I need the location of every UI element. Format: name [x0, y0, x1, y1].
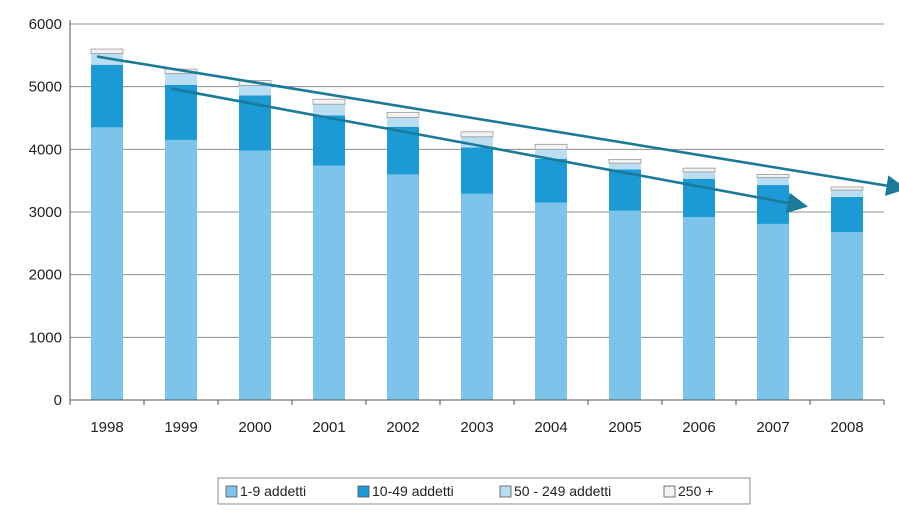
bar-1998-series-1 — [91, 127, 123, 401]
x-tick-label-2002: 2002 — [386, 419, 419, 436]
x-tick-label-1998: 1998 — [90, 419, 123, 436]
trend-arrow-2 — [170, 87, 809, 214]
bar-2003-series-4 — [460, 131, 494, 138]
bar-2002-series-4 — [386, 111, 420, 118]
bar-2007-series-4 — [756, 173, 790, 178]
bar-2008-series-4 — [830, 186, 864, 191]
x-tick-label-2005: 2005 — [608, 419, 641, 436]
x-tick-label-2003: 2003 — [460, 419, 493, 436]
trend-arrow-1 — [96, 55, 899, 196]
bar-2005-series-4 — [608, 158, 642, 164]
legend-swatch-2 — [357, 485, 370, 498]
x-tick-label-2006: 2006 — [682, 419, 715, 436]
bar-2001-series-2 — [313, 115, 345, 166]
bar-2006-series-3 — [683, 171, 715, 179]
bar-2000-series-3 — [239, 85, 271, 96]
x-tick-label-2001: 2001 — [312, 419, 345, 436]
bar-2008-series-2 — [831, 196, 863, 233]
y-tick-label: 6000 — [29, 16, 62, 33]
x-tick-label-1999: 1999 — [164, 419, 197, 436]
bar-2001-series-3 — [313, 104, 345, 116]
bar-2005-series-1 — [609, 210, 641, 400]
bar-2002-series-3 — [387, 117, 419, 127]
bar-2004-series-2 — [535, 158, 567, 203]
y-tick-label: 0 — [54, 392, 62, 409]
legend: 1-9 addetti 10-49 addetti 50 - 249 addetti… — [217, 477, 751, 505]
y-tick-label: 5000 — [29, 79, 62, 96]
bar-2004-series-4 — [534, 143, 568, 150]
legend-swatch-3 — [499, 485, 512, 498]
bar-2007-series-3 — [757, 177, 789, 186]
bar-1999-series-2 — [165, 84, 197, 140]
bar-1998-series-2 — [91, 64, 123, 128]
y-tick-label: 2000 — [29, 267, 62, 284]
bar-2005-series-3 — [609, 163, 641, 170]
y-tick-label: 4000 — [29, 141, 62, 158]
legend-label-1: 1-9 addetti — [240, 483, 306, 499]
x-tick-label-2008: 2008 — [830, 419, 863, 436]
bar-1998-series-4 — [90, 48, 124, 54]
bar-2002-series-1 — [387, 174, 419, 400]
axis-layer: 0 1000 2000 3000 4000 5000 6000 1998 1999 2000 200… — [29, 16, 885, 436]
legend-swatch-4 — [663, 485, 676, 498]
bars-layer — [90, 48, 864, 401]
y-tick-label: 3000 — [29, 204, 62, 221]
bar-1999-series-1 — [165, 139, 197, 400]
x-tick-label-2007: 2007 — [756, 419, 789, 436]
bar-2007-series-2 — [757, 185, 789, 224]
bar-2007-series-1 — [757, 223, 789, 400]
bar-2004-series-3 — [535, 149, 567, 159]
x-tick-label-2000: 2000 — [238, 419, 271, 436]
legend-label-3: 50 - 249 addetti — [514, 483, 611, 499]
y-tick-label: 1000 — [29, 329, 62, 346]
bar-2008-series-3 — [831, 190, 863, 197]
bar-2006-series-4 — [682, 167, 716, 173]
bar-2001-series-4 — [312, 98, 346, 105]
bar-2003-series-2 — [461, 147, 493, 194]
bar-2000-series-1 — [239, 150, 271, 400]
bar-2008-series-1 — [831, 232, 863, 400]
bar-2003-series-1 — [461, 193, 493, 400]
bar-2005-series-2 — [609, 169, 641, 211]
bar-2006-series-1 — [683, 217, 715, 400]
bar-2003-series-3 — [461, 136, 493, 148]
bar-2004-series-1 — [535, 202, 567, 400]
legend-box — [217, 477, 751, 505]
bar-2001-series-1 — [313, 165, 345, 400]
trend-arrows-layer — [96, 55, 899, 214]
legend-swatch-1 — [225, 485, 238, 498]
legend-label-2: 10-49 addetti — [372, 483, 454, 499]
bar-1999-series-3 — [165, 73, 197, 85]
x-tick-label-2004: 2004 — [534, 419, 567, 436]
legend-label-4: 250 + — [678, 483, 713, 499]
